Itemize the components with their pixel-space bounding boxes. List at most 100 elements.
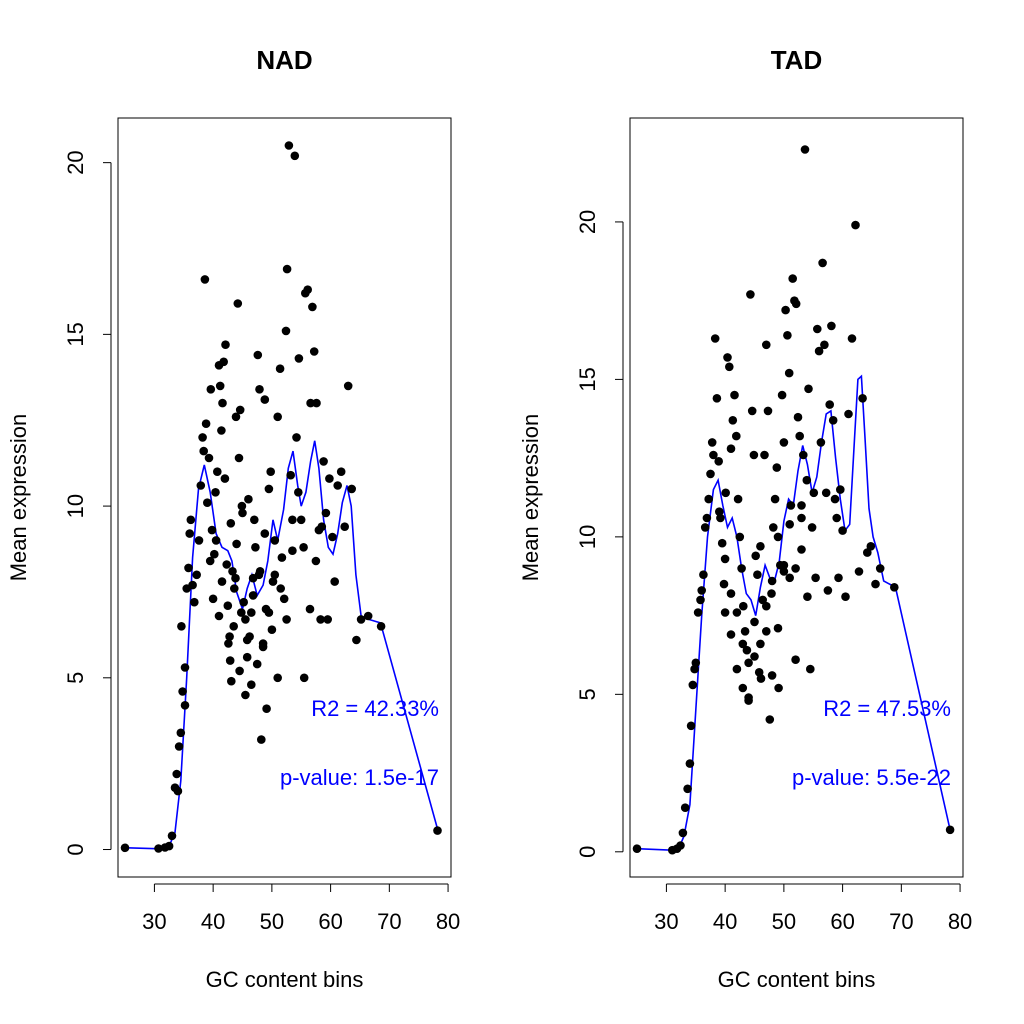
data-point	[788, 274, 797, 283]
data-point	[693, 608, 703, 617]
y-tick-label: 5	[575, 688, 600, 700]
data-point	[237, 608, 246, 617]
data-point	[797, 501, 806, 510]
data-point	[330, 577, 340, 586]
data-point	[732, 664, 742, 674]
data-point	[732, 431, 741, 441]
data-point	[333, 481, 343, 490]
x-tick-label: 70	[889, 909, 913, 934]
data-point	[685, 759, 695, 768]
data-point	[863, 548, 872, 557]
data-point	[213, 467, 222, 477]
data-point	[221, 340, 230, 350]
data-point	[726, 630, 736, 639]
data-point	[779, 560, 789, 570]
data-point	[785, 573, 794, 583]
panel-title-tad: TAD	[771, 45, 823, 75]
data-point	[241, 690, 250, 700]
data-point	[813, 324, 822, 334]
data-point	[763, 406, 773, 416]
y-tick-label: 0	[63, 843, 88, 855]
data-point	[253, 350, 263, 360]
data-point	[770, 494, 780, 504]
data-point	[207, 525, 217, 535]
data-point	[746, 290, 755, 299]
data-point	[747, 406, 757, 416]
y-tick-label: 5	[63, 672, 88, 684]
data-point	[433, 826, 442, 835]
x-tick-label: 80	[948, 909, 972, 934]
data-point	[712, 394, 722, 403]
data-point	[198, 433, 207, 442]
data-point	[218, 398, 227, 408]
data-point	[791, 564, 800, 573]
data-point	[678, 828, 688, 838]
data-point	[228, 567, 237, 576]
data-point	[820, 340, 829, 350]
data-point	[735, 532, 745, 542]
data-point	[777, 390, 787, 400]
data-point	[273, 412, 283, 422]
data-point	[266, 467, 276, 477]
data-point	[688, 680, 698, 690]
data-point	[262, 704, 271, 713]
x-tick-label: 40	[201, 909, 225, 934]
data-point	[739, 601, 748, 611]
data-point	[730, 390, 739, 400]
data-point	[255, 385, 264, 394]
data-point	[793, 412, 803, 422]
data-point	[196, 481, 206, 490]
data-point	[683, 784, 692, 794]
data-point	[696, 595, 705, 605]
data-point	[823, 586, 833, 595]
data-point	[841, 592, 850, 601]
data-point	[252, 659, 262, 669]
data-point	[762, 340, 771, 350]
data-point	[816, 438, 826, 447]
data-point	[284, 141, 294, 150]
data-point	[779, 567, 789, 576]
data-point	[762, 601, 771, 611]
data-point	[721, 488, 730, 498]
data-point	[791, 299, 801, 309]
data-point	[164, 841, 174, 851]
data-point	[308, 302, 317, 312]
data-point	[303, 285, 313, 295]
data-point	[231, 412, 241, 422]
data-point	[325, 474, 334, 483]
data-point	[254, 570, 264, 580]
data-point	[242, 635, 252, 645]
data-point	[211, 536, 221, 545]
y-tick-label: 20	[63, 150, 88, 174]
y-tick-label: 10	[63, 494, 88, 518]
data-point	[340, 522, 350, 531]
data-point	[347, 484, 357, 494]
x-tick-label: 40	[713, 909, 737, 934]
data-point	[247, 608, 256, 617]
data-point	[219, 357, 228, 367]
panel-nad: NAD GC content bins Mean expression 30 40…	[6, 45, 460, 992]
data-point	[809, 488, 819, 498]
data-point	[767, 576, 777, 586]
data-point	[120, 843, 130, 853]
data-point	[336, 467, 346, 477]
data-point	[222, 560, 231, 569]
data-point	[749, 450, 759, 460]
data-point	[751, 551, 760, 561]
data-point	[791, 655, 800, 664]
r2-annotation-nad: R2 = 42.33%	[311, 696, 439, 721]
data-point	[767, 589, 776, 598]
data-point	[691, 658, 701, 668]
data-point	[173, 786, 183, 796]
data-point	[890, 583, 899, 592]
data-point	[834, 573, 843, 583]
data-point	[328, 532, 337, 542]
data-point	[267, 625, 277, 634]
axis-ticks-nad: 30 40 50 60 70 80 0 5 10 15 20	[63, 150, 460, 934]
data-point	[744, 658, 753, 668]
data-point	[227, 676, 236, 686]
data-point	[723, 353, 732, 362]
data-point	[756, 542, 765, 551]
data-point	[180, 701, 190, 710]
data-point	[781, 305, 790, 315]
